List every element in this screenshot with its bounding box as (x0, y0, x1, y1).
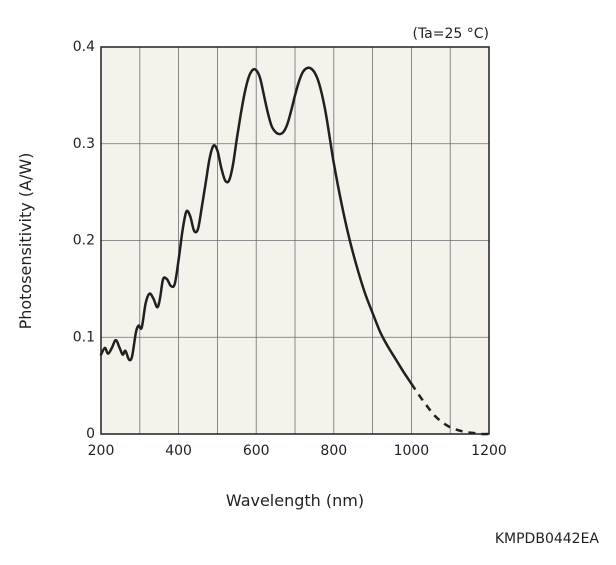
plot-frame (100, 46, 490, 435)
sensitivity-curve (99, 66, 413, 385)
x-tick-label: 1000 (394, 443, 430, 459)
y-tick-label: 0 (86, 426, 95, 442)
sensitivity-curve-dashed (410, 382, 490, 436)
x-tick-label: 600 (243, 443, 270, 459)
y-tick-label: 0.1 (73, 329, 95, 345)
y-tick-labels: 0 0.1 0.2 0.3 0.4 (73, 39, 95, 442)
x-tick-labels: 200 400 600 800 1000 1200 (88, 443, 507, 459)
y-axis-title: Photosensitivity (A/W) (16, 153, 35, 330)
data-curves (99, 66, 490, 436)
x-tick-label: 200 (88, 443, 115, 459)
x-axis-title: Wavelength (nm) (226, 491, 364, 510)
x-tick-label: 800 (320, 443, 347, 459)
y-tick-label: 0.2 (73, 233, 95, 249)
y-tick-label: 0.4 (73, 39, 95, 55)
grid-lines (101, 47, 489, 434)
y-tick-label: 0.3 (73, 136, 95, 152)
figure-code: KMPDB0442EA (495, 531, 600, 547)
x-tick-label: 1200 (471, 443, 507, 459)
x-tick-label: 400 (165, 443, 192, 459)
measurement-condition: (Ta=25 °C) (412, 26, 489, 42)
